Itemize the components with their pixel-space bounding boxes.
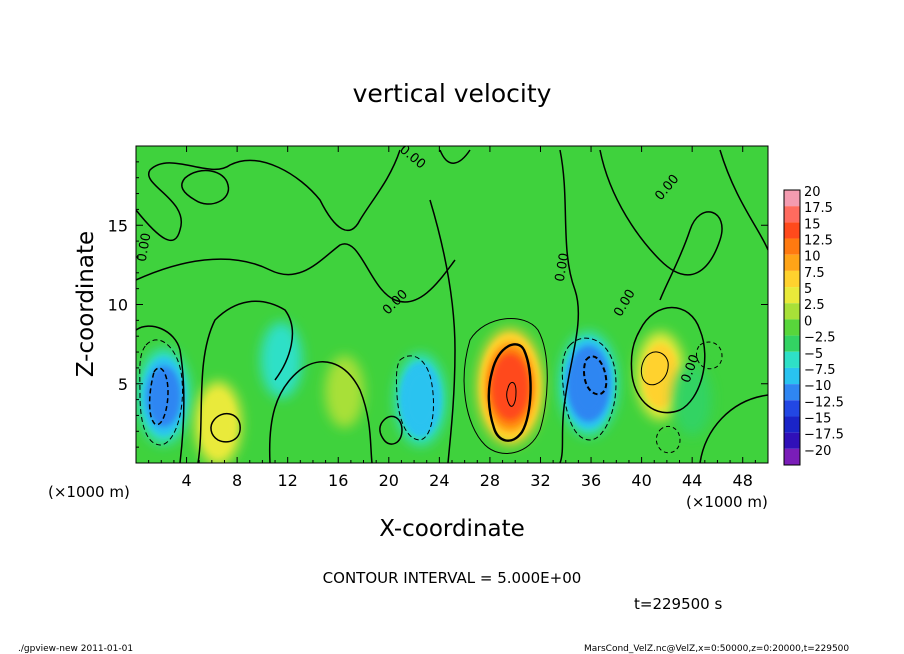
colorbar-swatch xyxy=(784,416,800,433)
negative-contour xyxy=(583,355,608,396)
x-tick-label: 28 xyxy=(480,471,500,490)
colorbar-label: 17.5 xyxy=(804,201,833,216)
contour-interval-note: CONTOUR INTERVAL = 5.000E+00 xyxy=(323,569,582,587)
y-tick-label: 15 xyxy=(108,216,128,235)
zero-contour xyxy=(181,169,230,205)
colorbar-swatch xyxy=(784,351,800,368)
contour-label: 0.00 xyxy=(553,252,573,283)
colorbar-swatch xyxy=(784,190,800,207)
x-axis-unit-right: (×1000 m) xyxy=(686,493,768,511)
positive-contour xyxy=(463,318,548,454)
updraft-region xyxy=(201,392,235,454)
colorbar-label: −17.5 xyxy=(804,428,844,443)
x-tick-label: 40 xyxy=(631,471,651,490)
colorbar-label: 20 xyxy=(804,185,821,200)
x-axis-unit-left: (×1000 m) xyxy=(48,483,130,501)
colorbar-swatch xyxy=(784,254,800,271)
chart-title: vertical velocity xyxy=(353,79,552,108)
x-tick-label: 48 xyxy=(733,471,753,490)
zero-contour xyxy=(559,149,580,463)
y-tick-label: 10 xyxy=(108,296,128,315)
colorbar-label: −20 xyxy=(804,444,831,459)
colorbar-swatch xyxy=(784,238,800,255)
colorbar-label: −5 xyxy=(804,347,823,362)
colorbar-label: 0 xyxy=(804,314,812,329)
colorbar-swatch xyxy=(784,206,800,223)
footer-left: ./gpview-new 2011-01-01 xyxy=(18,644,133,654)
positive-contour xyxy=(640,351,669,386)
zero-contour xyxy=(379,415,403,445)
updraft-region xyxy=(642,343,679,408)
negative-contour xyxy=(696,341,723,370)
colorbar-swatch xyxy=(784,367,800,385)
colorbar-frame xyxy=(783,189,801,466)
y-axis-label: Z-coordinate xyxy=(73,231,99,377)
x-tick-label: 4 xyxy=(181,471,191,490)
negative-contour xyxy=(561,337,617,441)
x-tick-label: 20 xyxy=(379,471,399,490)
colorbar-label: 12.5 xyxy=(804,234,833,249)
time-stamp: t=229500 s xyxy=(634,595,722,613)
colorbar-label: −12.5 xyxy=(804,395,844,410)
colorbar-label: −7.5 xyxy=(804,363,836,378)
colorbar-swatch xyxy=(784,303,800,320)
zero-contour xyxy=(136,325,185,463)
colorbar-swatch xyxy=(784,448,800,465)
contour-label: 0.00 xyxy=(135,232,155,263)
updraft-region xyxy=(324,355,365,428)
colorbar-swatch xyxy=(784,287,800,304)
downdraft-region xyxy=(146,366,181,427)
x-tick-label: 44 xyxy=(682,471,702,490)
x-tick-label: 32 xyxy=(530,471,550,490)
colorbar-swatch xyxy=(784,335,800,352)
y-axis: 5 10 15 xyxy=(108,161,768,448)
plot-area: 0.000.000.000.000.000.000.00 xyxy=(135,146,768,463)
downdraft-region xyxy=(260,321,303,398)
colorbar-label: −2.5 xyxy=(804,331,836,346)
colorbar-label: −10 xyxy=(804,379,831,394)
zero-contour xyxy=(630,306,706,414)
colorbar-label: 15 xyxy=(804,217,821,232)
zero-contour xyxy=(136,149,401,242)
updraft-region xyxy=(491,354,529,420)
colorbar-swatch xyxy=(784,384,800,401)
zero-contour xyxy=(268,361,373,463)
colorbar-swatch xyxy=(784,432,800,449)
colorbar-label: −15 xyxy=(804,411,831,426)
colorbar-swatch xyxy=(784,400,800,417)
x-tick-label: 36 xyxy=(581,471,601,490)
contour-lines xyxy=(136,149,768,463)
colorbar-label: 10 xyxy=(804,250,821,265)
negative-contour xyxy=(395,355,434,441)
x-tick-label: 16 xyxy=(328,471,348,490)
zero-contour xyxy=(210,413,241,443)
positive-contour xyxy=(506,382,517,407)
colorbar-swatch xyxy=(784,222,800,239)
colorbar-swatch xyxy=(784,319,800,336)
negative-contour xyxy=(139,339,184,446)
zero-contour xyxy=(429,149,471,463)
negative-contour xyxy=(655,425,681,454)
x-tick-label: 8 xyxy=(232,471,242,490)
colorbar-label: 7.5 xyxy=(804,266,825,281)
colorbar-swatch xyxy=(784,270,800,288)
y-tick-label: 5 xyxy=(118,375,128,394)
downdraft-region xyxy=(404,370,437,429)
x-tick-label: 24 xyxy=(429,471,449,490)
x-tick-label: 12 xyxy=(278,471,298,490)
x-axis-label: X-coordinate xyxy=(379,516,525,542)
positive-contour xyxy=(487,343,532,442)
zero-contour xyxy=(136,243,456,303)
x-axis: 4 8 12 16 20 24 28 32 36 40 44 48 xyxy=(148,146,756,490)
negative-contour xyxy=(148,367,169,426)
footer-right: MarsCond_VelZ.nc@VelZ,x=0:50000,z=0:2000… xyxy=(584,644,849,654)
zero-contour xyxy=(197,300,294,463)
zero-contour xyxy=(699,149,768,463)
downdraft-region xyxy=(571,353,606,415)
colorbar-label: 2.5 xyxy=(804,298,825,313)
colorbar-label: 5 xyxy=(804,282,812,297)
zero-contour xyxy=(599,149,723,301)
